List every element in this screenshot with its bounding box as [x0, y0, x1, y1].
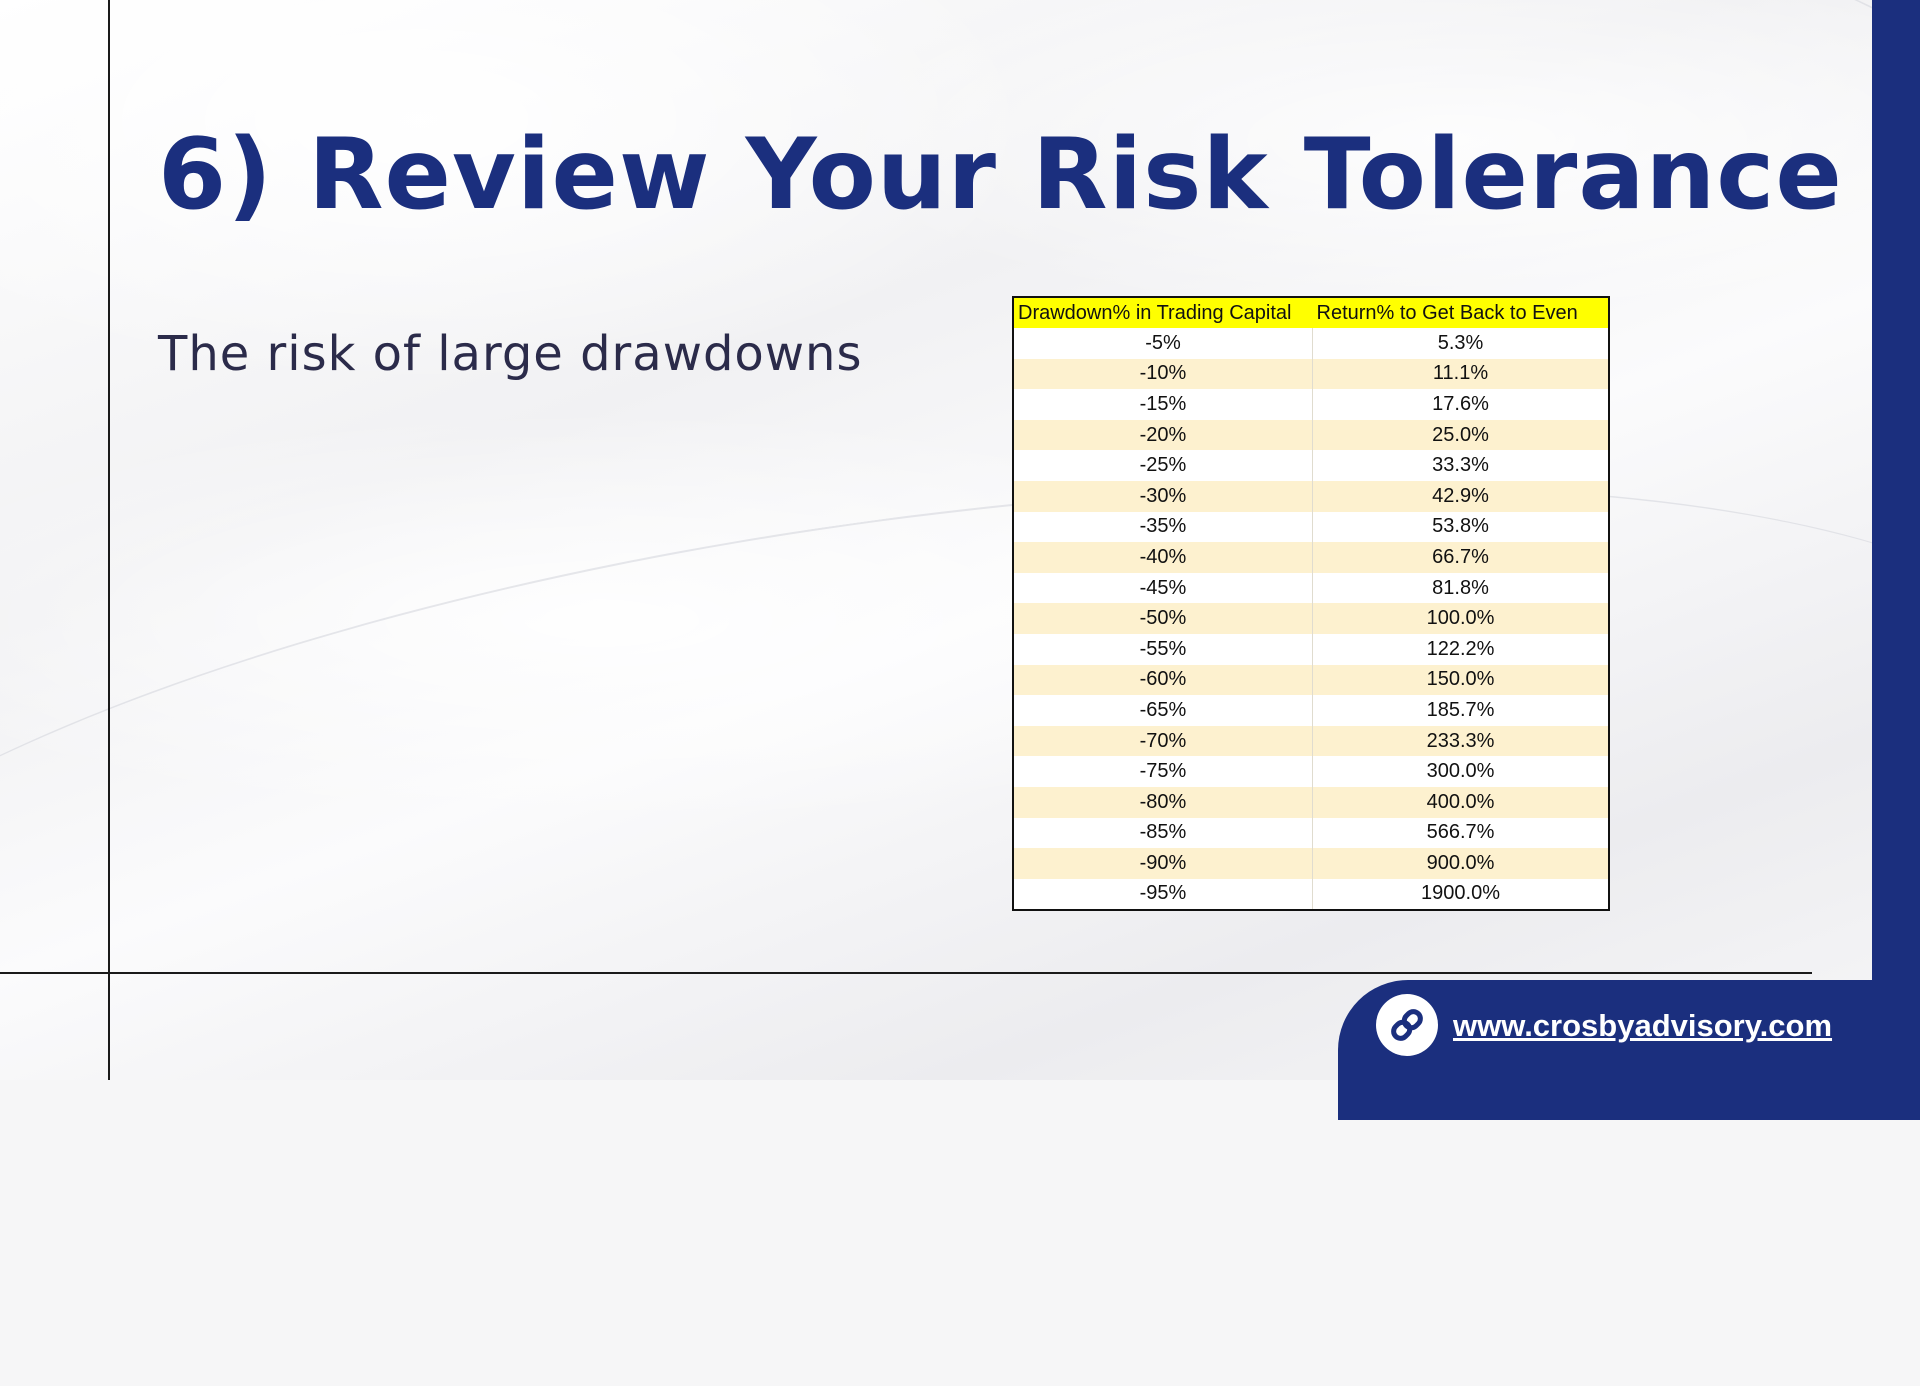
- return-cell: 900.0%: [1312, 848, 1608, 879]
- horizontal-divider-line: [0, 972, 1812, 974]
- table-row: -10% 11.1%: [1014, 358, 1608, 390]
- return-cell: 185.7%: [1312, 695, 1608, 726]
- table-row: -50% 100.0%: [1014, 603, 1608, 634]
- drawdown-cell: -20%: [1014, 419, 1313, 451]
- return-cell: 11.1%: [1312, 358, 1608, 390]
- table-row: -65% 185.7%: [1014, 695, 1608, 726]
- drawdown-table-container: Drawdown% in Trading Capital Return% to …: [1012, 296, 1610, 912]
- drawdown-cell: -55%: [1014, 633, 1313, 665]
- return-cell: 233.3%: [1312, 725, 1608, 757]
- drawdown-cell: -75%: [1014, 756, 1313, 787]
- table-row: -80% 400.0%: [1014, 786, 1608, 818]
- drawdown-cell: -95%: [1014, 878, 1313, 910]
- table-row: -25% 33.3%: [1014, 450, 1608, 481]
- right-accent-bar: [1872, 0, 1920, 1080]
- table-row: -95% 1900.0%: [1014, 878, 1608, 910]
- column-header: Drawdown% in Trading Capital: [1014, 298, 1313, 328]
- drawdown-cell: -10%: [1014, 358, 1313, 390]
- table-row: -30% 42.9%: [1014, 480, 1608, 512]
- return-cell: 66.7%: [1312, 542, 1608, 573]
- drawdown-cell: -25%: [1014, 450, 1313, 481]
- return-cell: 100.0%: [1312, 603, 1608, 634]
- link-icon: [1391, 1009, 1423, 1041]
- return-cell: 25.0%: [1312, 419, 1608, 451]
- drawdown-cell: -90%: [1014, 848, 1313, 879]
- website-link[interactable]: www.crosbyadvisory.com: [1453, 1008, 1833, 1043]
- table-row: -85% 566.7%: [1014, 817, 1608, 849]
- drawdown-cell: -5%: [1014, 328, 1313, 359]
- return-cell: 33.3%: [1312, 450, 1608, 481]
- table-row: -15% 17.6%: [1014, 389, 1608, 420]
- return-cell: 53.8%: [1312, 511, 1608, 543]
- table-row: -75% 300.0%: [1014, 756, 1608, 787]
- table-row: -5% 5.3%: [1014, 328, 1608, 359]
- table-row: -45% 81.8%: [1014, 572, 1608, 604]
- table-row: -40% 66.7%: [1014, 542, 1608, 573]
- drawdown-cell: -50%: [1014, 603, 1313, 634]
- drawdown-recovery-table: Drawdown% in Trading Capital Return% to …: [1014, 298, 1608, 910]
- drawdown-cell: -40%: [1014, 542, 1313, 573]
- return-cell: 400.0%: [1312, 786, 1608, 818]
- table-row: -35% 53.8%: [1014, 511, 1608, 543]
- slide-title: 6) Review Your Risk Tolerance: [158, 118, 1843, 232]
- return-cell: 150.0%: [1312, 664, 1608, 696]
- table-row: -90% 900.0%: [1014, 848, 1608, 879]
- table-header-row: Drawdown% in Trading Capital Return% to …: [1014, 298, 1608, 328]
- drawdown-cell: -30%: [1014, 480, 1313, 512]
- link-icon-circle[interactable]: [1376, 994, 1438, 1056]
- return-cell: 17.6%: [1312, 389, 1608, 420]
- drawdown-cell: -65%: [1014, 695, 1313, 726]
- drawdown-cell: -60%: [1014, 664, 1313, 696]
- drawdown-cell: -15%: [1014, 389, 1313, 420]
- return-cell: 566.7%: [1312, 817, 1608, 849]
- slide-subtitle: The risk of large drawdowns: [158, 326, 863, 382]
- vertical-divider-line: [108, 0, 110, 1080]
- table-row: -55% 122.2%: [1014, 633, 1608, 665]
- drawdown-cell: -45%: [1014, 572, 1313, 604]
- drawdown-cell: -35%: [1014, 511, 1313, 543]
- drawdown-cell: -85%: [1014, 817, 1313, 849]
- column-header: Return% to Get Back to Even: [1312, 298, 1608, 328]
- return-cell: 81.8%: [1312, 572, 1608, 604]
- drawdown-cell: -70%: [1014, 725, 1313, 757]
- return-cell: 5.3%: [1312, 328, 1608, 359]
- table-row: -60% 150.0%: [1014, 664, 1608, 696]
- return-cell: 122.2%: [1312, 633, 1608, 665]
- table-row: -70% 233.3%: [1014, 725, 1608, 757]
- return-cell: 300.0%: [1312, 756, 1608, 787]
- drawdown-cell: -80%: [1014, 786, 1313, 818]
- table-row: -20% 25.0%: [1014, 419, 1608, 451]
- return-cell: 42.9%: [1312, 480, 1608, 512]
- return-cell: 1900.0%: [1312, 878, 1608, 910]
